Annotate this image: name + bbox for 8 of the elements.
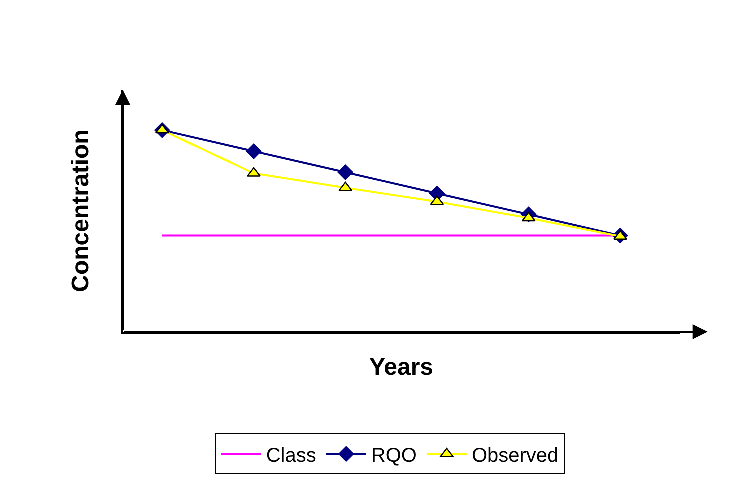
legend-label: Class	[266, 444, 316, 467]
x-axis-title: Years	[369, 354, 434, 381]
point	[338, 164, 354, 180]
point	[247, 167, 261, 177]
legend-label: Observed	[472, 444, 559, 467]
point	[246, 144, 262, 160]
legend-label: RQO	[371, 444, 417, 467]
y-axis-title: Concentration	[68, 130, 95, 292]
